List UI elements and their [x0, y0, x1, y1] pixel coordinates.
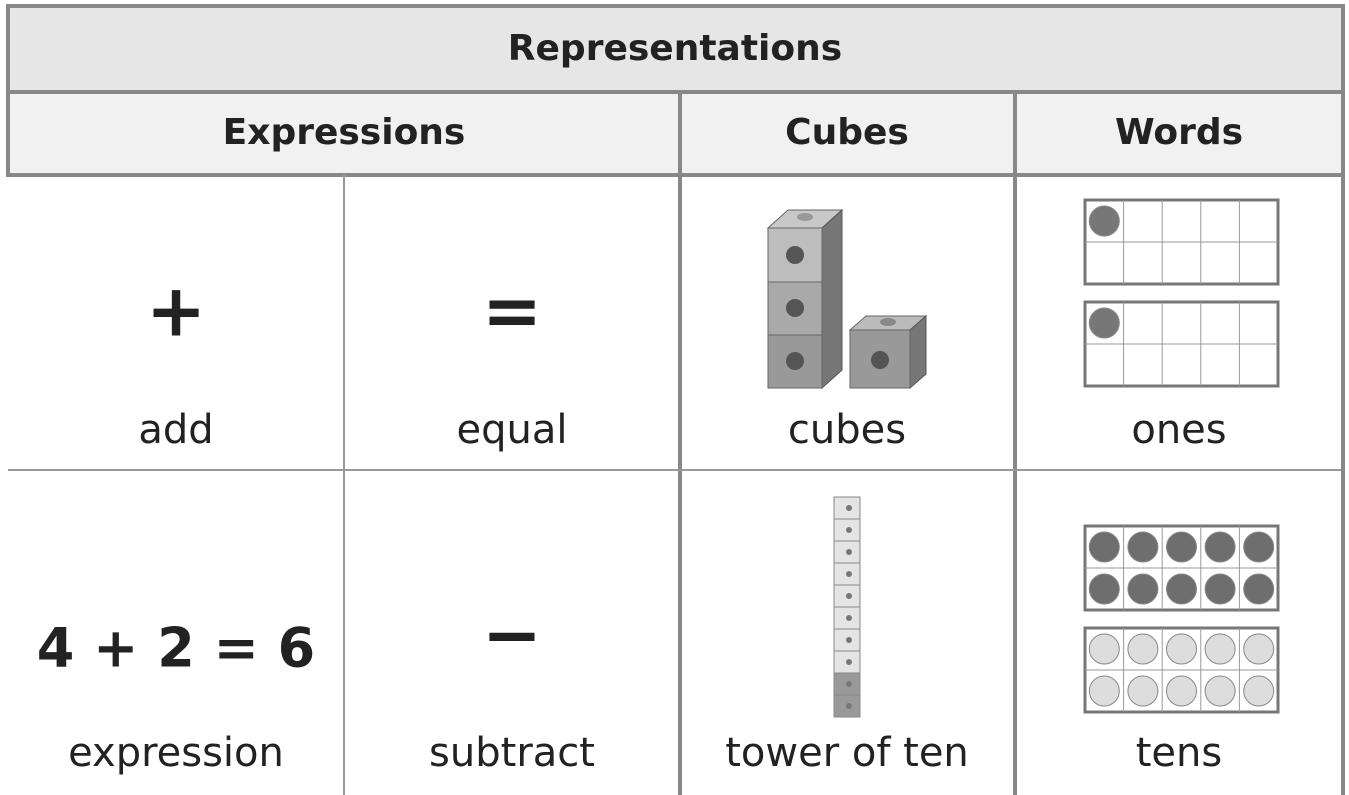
- cube-hole: [846, 615, 852, 621]
- counter: [1166, 633, 1197, 665]
- counter: [1088, 531, 1120, 563]
- column-header: Expressions: [223, 112, 466, 153]
- column-header: Cubes: [785, 112, 909, 153]
- counter: [1127, 531, 1159, 563]
- counter: [1088, 573, 1120, 605]
- cell-label: tens: [1136, 730, 1222, 776]
- counter: [1166, 675, 1197, 707]
- cube-hole: [846, 659, 852, 665]
- counter: [1204, 573, 1236, 605]
- counter: [1088, 205, 1120, 237]
- counter: [1243, 675, 1275, 707]
- cubes-illustration: [766, 208, 928, 390]
- counter: [1127, 573, 1159, 605]
- cube-hole: [846, 703, 852, 709]
- cell-label: equal: [457, 407, 568, 453]
- cell-label: expression: [68, 730, 284, 776]
- cell-label: ones: [1131, 407, 1226, 453]
- counter: [1243, 633, 1275, 665]
- symbol: +: [146, 269, 206, 353]
- ten-frames: [1083, 198, 1280, 714]
- cube-hole: [846, 527, 852, 533]
- cube-hole: [846, 637, 852, 643]
- symbol: 4 + 2 = 6: [37, 617, 315, 680]
- counter: [1243, 531, 1275, 563]
- cube-hole: [846, 571, 852, 577]
- cube-hole: [846, 681, 852, 687]
- counter: [1204, 675, 1236, 707]
- symbol: =: [482, 269, 542, 353]
- counter: [1166, 573, 1197, 605]
- table-grid: [6, 4, 1345, 795]
- counter: [1088, 675, 1120, 707]
- counter: [1088, 633, 1120, 665]
- column-header: Words: [1115, 112, 1243, 153]
- cell-label: add: [138, 407, 213, 453]
- table-title: Representations: [508, 28, 842, 69]
- cell-label: cubes: [788, 407, 906, 453]
- cell-label: subtract: [429, 730, 595, 776]
- counter: [1127, 675, 1159, 707]
- symbol: −: [482, 593, 542, 677]
- cell-label: tower of ten: [725, 730, 969, 776]
- counter: [1204, 531, 1236, 563]
- counter: [1243, 573, 1275, 605]
- counter: [1088, 307, 1120, 339]
- counter: [1204, 633, 1236, 665]
- tower-illustration: [833, 496, 861, 718]
- counter: [1127, 633, 1159, 665]
- cube-hole: [846, 505, 852, 511]
- cube-hole: [846, 549, 852, 555]
- cube-hole: [846, 593, 852, 599]
- counter: [1166, 531, 1197, 563]
